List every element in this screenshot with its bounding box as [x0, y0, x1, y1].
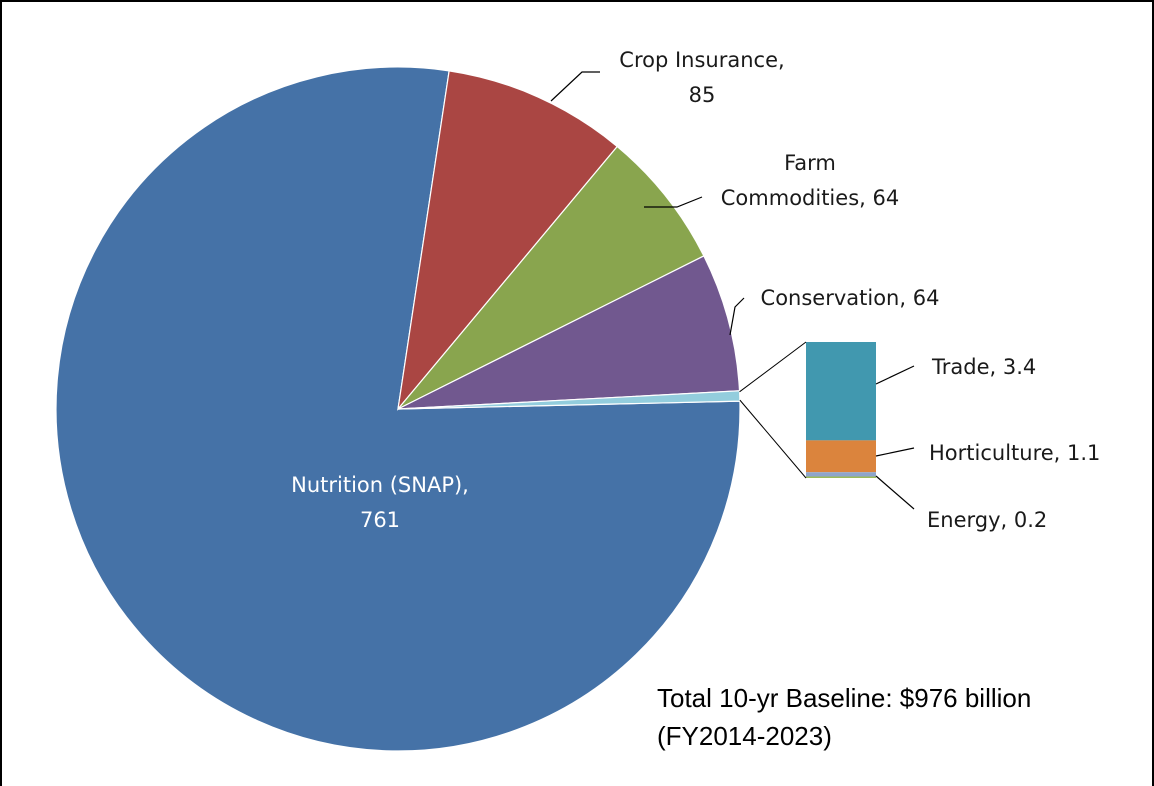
leader-crop-insurance — [550, 71, 600, 102]
label-crop-insurance-line: 85 — [689, 83, 716, 107]
leader-lines — [550, 71, 915, 510]
breakout-segment-energy — [806, 472, 876, 478]
fiscal-years-text: (FY2014-2023) — [657, 721, 832, 751]
label-crop-insurance-line: Crop Insurance, — [619, 48, 784, 72]
total-baseline-text: Total 10-yr Baseline: $976 billion — [657, 683, 1031, 713]
leader-conservation — [729, 297, 745, 336]
slice-conservation — [397, 255, 741, 410]
label-conservation: Conservation, 64 — [761, 286, 940, 310]
connector-top — [739, 341, 807, 393]
breakout-bar — [806, 342, 876, 478]
leader-farm-commodities — [644, 196, 703, 208]
slice-labels: Nutrition (SNAP), 761 Crop Insurance, 85 Far… — [291, 48, 1100, 532]
connector-bottom — [739, 399, 807, 479]
breakout-segment-horticulture — [806, 440, 876, 473]
label-energy: Energy, 0.2 — [927, 508, 1047, 532]
label-horticulture: Horticulture, 1.1 — [929, 441, 1100, 465]
label-nutrition-snap-line: 761 — [360, 508, 400, 532]
label-farm-commodities-line: Farm — [784, 151, 836, 175]
label-farm-commodities: Farm Commodities, 64 — [721, 151, 899, 210]
leader-horticulture — [875, 447, 915, 457]
breakout-segment-trade — [806, 342, 876, 441]
leader-energy — [875, 475, 915, 510]
label-nutrition-snap-line: Nutrition (SNAP), — [291, 473, 469, 497]
slice-crop-insurance — [397, 70, 619, 412]
slice-other — [397, 390, 741, 410]
label-conservation-line: Conservation, 64 — [761, 286, 940, 310]
pie-slices — [55, 66, 741, 752]
leader-trade — [875, 365, 915, 385]
label-farm-commodities-line: Commodities, 64 — [721, 186, 899, 210]
breakout-base — [806, 476, 876, 478]
baseline-note: Total 10-yr Baseline: $976 billion (FY201… — [657, 683, 1031, 751]
label-nutrition-snap: Nutrition (SNAP), 761 — [291, 473, 469, 532]
label-trade: Trade, 3.4 — [931, 355, 1036, 379]
label-crop-insurance: Crop Insurance, 85 — [619, 48, 784, 107]
slice-farm-commodities — [397, 145, 705, 410]
